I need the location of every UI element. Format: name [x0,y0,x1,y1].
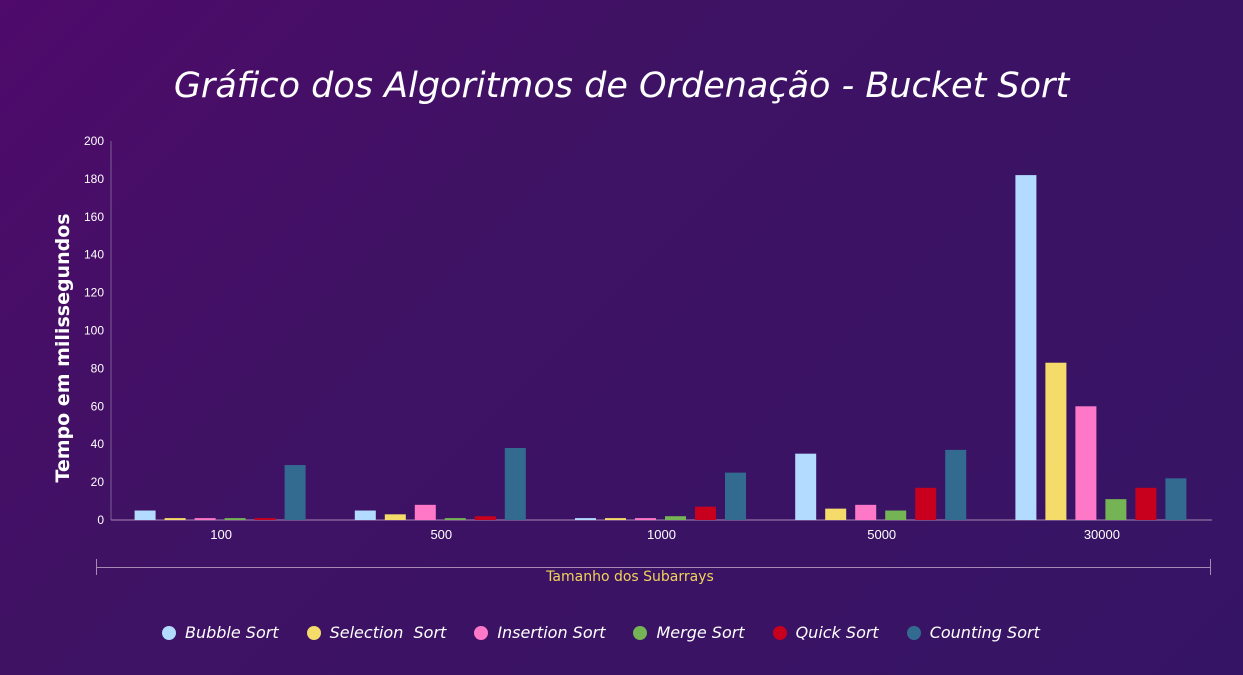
bar[interactable] [1075,406,1097,520]
bar[interactable] [194,518,216,520]
legend-label: Bubble Sort [185,623,279,642]
x-axis-label: Tamanho dos Subarrays [546,569,714,585]
bar[interactable] [575,518,596,520]
legend-marker [306,625,321,640]
y-tick-label: 100 [84,324,104,338]
bar[interactable] [384,514,406,520]
x-tick-label: 100 [210,527,232,542]
y-tick-label: 20 [91,475,105,489]
bar[interactable] [414,504,436,520]
y-tick-label: 0 [97,513,104,527]
bar[interactable] [635,518,656,520]
x-tick-label: 5000 [867,527,896,542]
bar[interactable] [915,487,937,520]
x-axis-range-end-cap [1210,559,1211,575]
bar[interactable] [855,504,877,520]
legend-label: Insertion Sort [497,623,606,642]
legend: Bubble Sort Selection Sort Insertion Sort M… [162,623,1068,642]
legend-label: Quick Sort [795,623,879,642]
legend-item[interactable]: Selection Sort [306,623,447,642]
bar[interactable] [1105,499,1127,520]
legend-item[interactable]: Counting Sort [906,623,1040,642]
bar[interactable] [825,508,847,520]
bar[interactable] [474,516,496,520]
legend-marker [906,625,921,640]
bar[interactable] [134,510,156,520]
bar[interactable] [1015,175,1037,521]
x-axis-range-start-cap [96,559,97,575]
bar[interactable] [354,510,376,520]
legend-item[interactable]: Bubble Sort [162,623,279,642]
bar[interactable] [284,465,306,520]
y-tick-label: 160 [84,210,104,224]
x-tick-label: 30000 [1084,527,1120,542]
bar[interactable] [1165,478,1187,520]
bar[interactable] [695,506,716,520]
legend-item[interactable]: Quick Sort [772,623,879,642]
bar[interactable] [224,518,246,520]
x-axis-range-line [96,567,1210,568]
bar[interactable] [605,518,626,520]
y-tick-label: 140 [84,248,104,262]
bar[interactable] [665,516,686,520]
bar[interactable] [885,510,907,520]
bar[interactable] [444,518,466,520]
y-tick-label: 200 [84,134,104,148]
legend-label: Merge Sort [656,623,745,642]
legend-marker [772,625,787,640]
bar[interactable] [795,453,817,520]
y-tick-label: 180 [84,172,104,186]
y-tick-label: 40 [91,437,105,451]
legend-marker [474,625,489,640]
legend-label: Selection Sort [329,623,447,642]
legend-marker [633,625,648,640]
bar[interactable] [254,518,276,520]
chart-title: Gráfico dos Algoritmos de Ordenação - Bu… [173,66,1070,106]
y-tick-label: 60 [91,399,105,413]
bar[interactable] [164,518,186,520]
y-tick-label: 80 [91,361,105,375]
x-tick-label: 500 [430,527,452,542]
legend-label: Counting Sort [929,623,1040,642]
bar[interactable] [504,447,526,520]
legend-item[interactable]: Merge Sort [633,623,745,642]
bar[interactable] [1135,487,1157,520]
x-tick-label: 1000 [647,527,676,542]
bar[interactable] [945,449,967,520]
bar[interactable] [725,472,746,520]
y-tick-label: 120 [84,286,104,300]
plot-area: 0 20 40 60 80 100 120 140 160 180 200 100 500 1000 500… [84,134,1212,542]
legend-item[interactable]: Insertion Sort [474,623,605,642]
bar[interactable] [1045,362,1067,520]
legend-marker [162,625,176,640]
